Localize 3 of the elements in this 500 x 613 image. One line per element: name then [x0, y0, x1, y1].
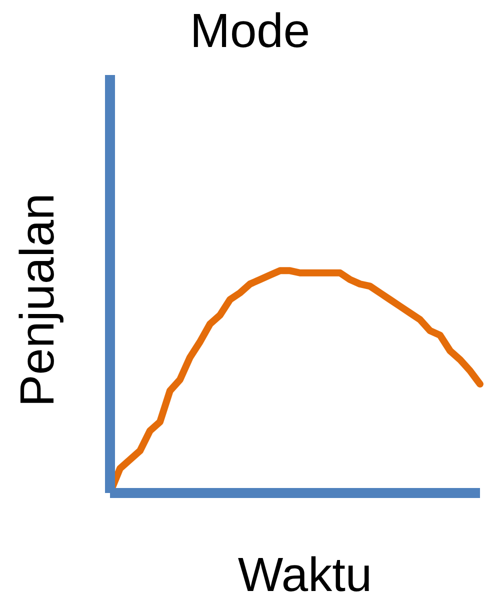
- y-axis-title: Penjualan: [10, 193, 66, 407]
- chart-title: Mode: [188, 4, 312, 59]
- x-axis-title: Waktu: [236, 548, 374, 603]
